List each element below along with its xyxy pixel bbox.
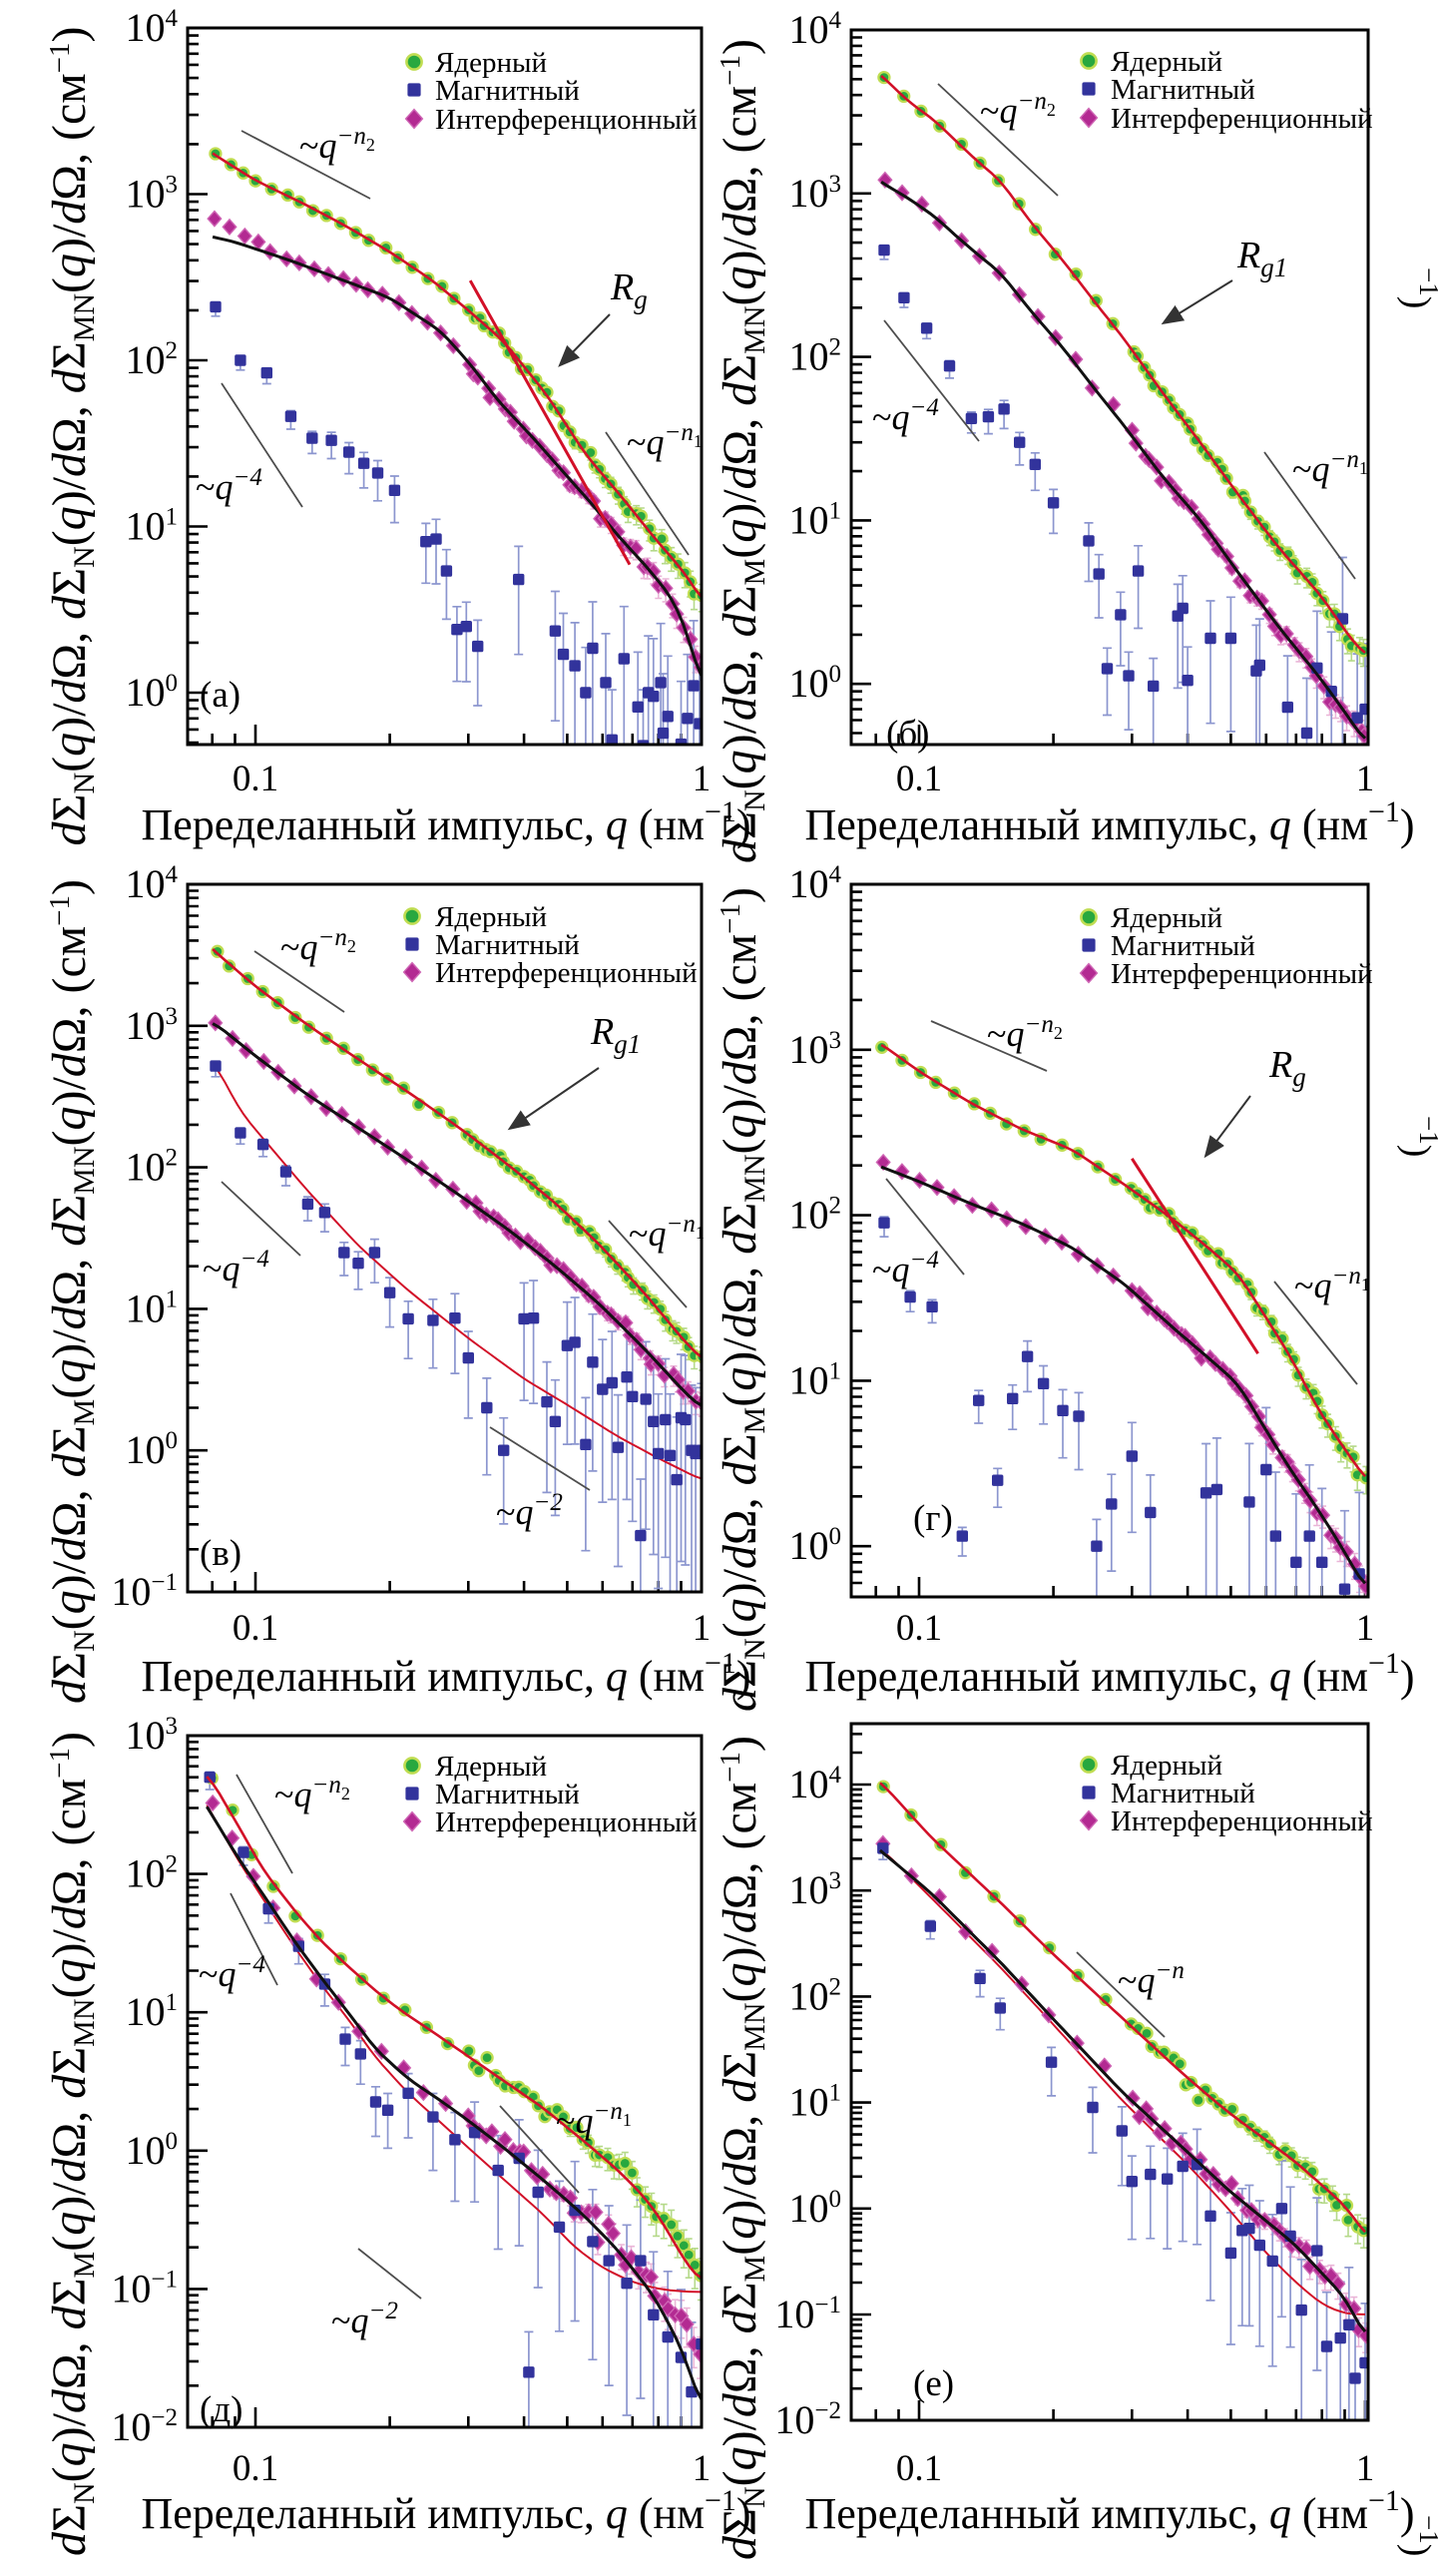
svg-text:dΣN(q)/dΩ, dΣM(q)/dΩ, dΣMN(q)/: dΣN(q)/dΩ, dΣM(q)/dΩ, dΣMN(q)/dΩ, (см−1) <box>43 1732 101 2556</box>
svg-text:Ядерный: Ядерный <box>435 47 547 79</box>
svg-text:102: 102 <box>789 1973 842 2018</box>
svg-text:103: 103 <box>126 1713 179 1758</box>
svg-text:dΣN(q)/dΩ, dΣM(q)/dΩ, dΣMN(q)/: dΣN(q)/dΩ, dΣM(q)/dΩ, dΣMN(q)/dΩ, (см−1) <box>43 879 101 1704</box>
svg-text:1: 1 <box>1356 1608 1375 1649</box>
svg-text:Ядерный: Ядерный <box>435 901 547 933</box>
svg-text:Rg1: Rg1 <box>590 1011 641 1059</box>
svg-text:Ядерный: Ядерный <box>1111 902 1222 934</box>
svg-text:0.1: 0.1 <box>896 1608 942 1649</box>
svg-text:1: 1 <box>1356 2448 1375 2489</box>
svg-text:10−2: 10−2 <box>774 2397 841 2442</box>
svg-text:(д): (д) <box>200 2389 242 2430</box>
svg-text:Интерференционный: Интерференционный <box>435 957 698 989</box>
svg-text:(е): (е) <box>913 2363 954 2404</box>
svg-text:0.1: 0.1 <box>233 759 278 799</box>
svg-text:(б): (б) <box>886 714 929 755</box>
svg-text:0.1: 0.1 <box>233 2448 278 2489</box>
svg-text:1: 1 <box>693 759 712 799</box>
svg-text:dΣN(q)/dΩ, dΣN(q)/dΩ, dΣMN(q)/: dΣN(q)/dΩ, dΣN(q)/dΩ, dΣMN(q)/dΩ, (см−1) <box>43 27 101 846</box>
svg-text:(в): (в) <box>200 1533 241 1574</box>
svg-text:Rg1: Rg1 <box>1236 235 1287 282</box>
svg-text:(г): (г) <box>913 1498 953 1539</box>
svg-text:Переделанный импульс, q (нм−1): Переделанный импульс, q (нм−1) <box>141 795 750 849</box>
svg-text:Магнитный: Магнитный <box>435 1779 580 1810</box>
svg-text:10−2: 10−2 <box>111 2404 178 2449</box>
svg-text:−1): −1) <box>1396 1116 1440 1157</box>
svg-text:dΣN(q)/dΩ, dΣM(q)/dΩ, dΣMN(q)/: dΣN(q)/dΩ, dΣM(q)/dΩ, dΣMN(q)/dΩ, (см−1) <box>714 1736 771 2560</box>
svg-text:0.1: 0.1 <box>896 759 942 799</box>
svg-text:Интерференционный: Интерференционный <box>1111 958 1373 990</box>
svg-text:0.1: 0.1 <box>896 2448 942 2489</box>
svg-text:Rg: Rg <box>610 266 648 314</box>
svg-text:Интерференционный: Интерференционный <box>435 1806 698 1838</box>
svg-text:−1): −1) <box>1396 267 1440 308</box>
svg-text:Переделанный импульс, q (нм−1): Переделанный импульс, q (нм−1) <box>804 2484 1414 2538</box>
svg-text:Переделанный импульс, q (нм−1): Переделанный импульс, q (нм−1) <box>804 1647 1414 1701</box>
svg-text:~q−n1: ~q−n1 <box>1292 446 1368 489</box>
svg-text:Ядерный: Ядерный <box>1111 1750 1222 1782</box>
svg-text:Магнитный: Магнитный <box>1111 930 1255 962</box>
svg-text:Ядерный: Ядерный <box>1111 46 1222 78</box>
svg-text:dΣN(q)/dΩ, dΣM(q)/dΩ, dΣMN(q)/: dΣN(q)/dΩ, dΣM(q)/dΩ, dΣMN(q)/dΩ, (см−1) <box>714 887 771 1712</box>
svg-text:Переделанный импульс, q (нм−1): Переделанный импульс, q (нм−1) <box>141 1647 750 1701</box>
svg-text:Магнитный: Магнитный <box>1111 1778 1255 1809</box>
svg-text:dΣN(q)/dΩ, dΣM(q)/dΩ, dΣMN(q)/: dΣN(q)/dΩ, dΣM(q)/dΩ, dΣMN(q)/dΩ, (см−1) <box>714 39 771 863</box>
svg-text:0.1: 0.1 <box>233 1608 278 1649</box>
svg-text:1: 1 <box>1356 759 1375 799</box>
svg-text:100: 100 <box>789 2186 842 2231</box>
svg-text:Магнитный: Магнитный <box>435 75 580 107</box>
svg-text:Интерференционный: Интерференционный <box>1111 1805 1373 1837</box>
svg-text:Переделанный импульс, q (нм−1): Переделанный импульс, q (нм−1) <box>141 2484 750 2538</box>
svg-text:Rg: Rg <box>1268 1044 1306 1092</box>
svg-text:Интерференционный: Интерференционный <box>435 104 698 136</box>
svg-text:1: 1 <box>693 1608 712 1649</box>
svg-text:Интерференционный: Интерференционный <box>1111 103 1373 135</box>
svg-text:102: 102 <box>789 334 842 379</box>
svg-text:−1): −1) <box>1396 2515 1440 2556</box>
svg-text:Магнитный: Магнитный <box>1111 74 1255 106</box>
svg-text:(а): (а) <box>200 675 240 716</box>
svg-text:1: 1 <box>693 2448 712 2489</box>
svg-text:~q−2: ~q−2 <box>496 1489 563 1532</box>
svg-text:Ядерный: Ядерный <box>435 1751 547 1783</box>
svg-text:Магнитный: Магнитный <box>435 929 580 961</box>
svg-text:Переделанный импульс, q (нм−1): Переделанный импульс, q (нм−1) <box>804 795 1414 849</box>
svg-text:101: 101 <box>789 1357 842 1402</box>
svg-text:104: 104 <box>126 861 179 906</box>
